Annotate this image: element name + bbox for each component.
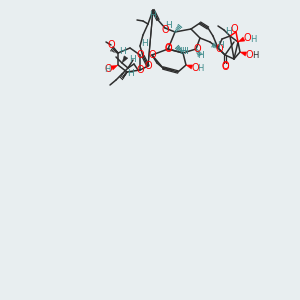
- Text: H: H: [142, 38, 148, 47]
- Text: O: O: [164, 43, 172, 53]
- Text: H: H: [180, 47, 186, 56]
- Text: O: O: [230, 24, 238, 34]
- Text: H: H: [217, 40, 224, 50]
- Text: H: H: [252, 52, 258, 61]
- Text: H: H: [250, 34, 256, 43]
- Text: O: O: [144, 61, 152, 71]
- Text: H: H: [182, 47, 188, 56]
- Text: H: H: [165, 22, 171, 31]
- Text: H: H: [225, 28, 231, 37]
- Text: O: O: [243, 33, 251, 43]
- Text: H: H: [148, 11, 155, 20]
- Text: H: H: [104, 65, 110, 74]
- Text: O: O: [107, 40, 115, 50]
- Text: O: O: [104, 64, 112, 74]
- Text: O: O: [221, 61, 229, 71]
- Text: O: O: [221, 62, 229, 72]
- Text: O: O: [245, 50, 253, 60]
- Text: H: H: [198, 52, 204, 61]
- Text: O: O: [191, 63, 199, 73]
- Text: H: H: [118, 47, 125, 56]
- Text: O: O: [136, 65, 144, 75]
- Text: O: O: [164, 44, 172, 54]
- Polygon shape: [240, 52, 247, 56]
- Polygon shape: [122, 56, 128, 63]
- Text: O: O: [193, 44, 201, 54]
- Polygon shape: [111, 65, 118, 70]
- Polygon shape: [186, 65, 193, 69]
- Text: H: H: [127, 68, 134, 77]
- Text: O: O: [148, 50, 156, 60]
- Text: H: H: [129, 55, 135, 64]
- Text: O: O: [215, 44, 223, 54]
- Text: O: O: [136, 50, 144, 60]
- Text: O: O: [161, 25, 169, 35]
- Text: H: H: [197, 64, 203, 73]
- Polygon shape: [238, 37, 245, 42]
